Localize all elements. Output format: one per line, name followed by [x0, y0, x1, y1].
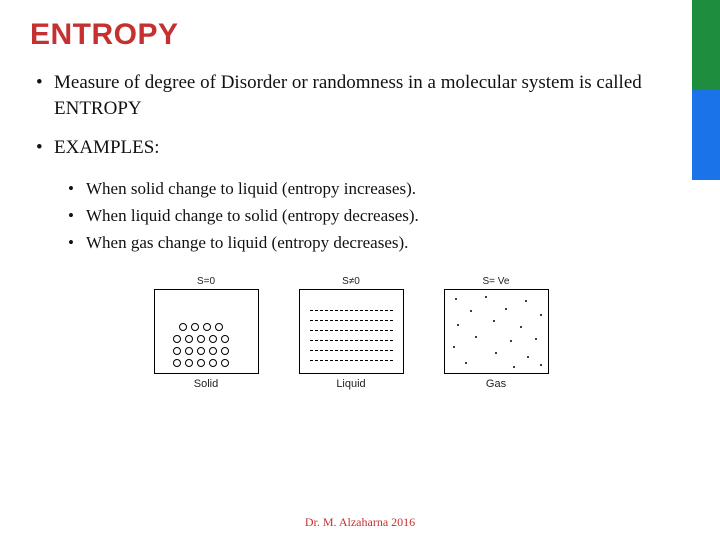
bullet-example: When solid change to liquid (entropy inc…: [30, 175, 672, 202]
diagram-box-solid: [154, 289, 259, 374]
page-title: ENTROPY: [30, 18, 672, 52]
bullet-example: When gas change to liquid (entropy decre…: [30, 229, 672, 256]
bullet-example: When liquid change to solid (entropy dec…: [30, 202, 672, 229]
accent-sidebar: [692, 0, 720, 180]
accent-top: [692, 0, 720, 90]
accent-bottom: [692, 90, 720, 180]
diagram-top-label: S=0: [197, 276, 215, 287]
bullet-examples-label: EXAMPLES:: [30, 135, 672, 161]
diagram-solid: S=0 Solid: [154, 276, 259, 390]
bullet-definition: Measure of degree of Disorder or randomn…: [30, 70, 672, 121]
diagram-box-liquid: [299, 289, 404, 374]
diagram-top-label: S= Ve: [483, 276, 510, 287]
diagram-liquid: S≠0 Liquid: [299, 276, 404, 390]
diagram-gas: S= Ve Gas: [444, 276, 549, 390]
diagram-caption: Liquid: [336, 378, 365, 390]
diagram-top-label: S≠0: [342, 276, 360, 287]
diagram-box-gas: [444, 289, 549, 374]
entropy-diagrams: S=0 Solid: [30, 276, 672, 390]
slide-content: ENTROPY Measure of degree of Disorder or…: [0, 0, 720, 390]
diagram-caption: Gas: [486, 378, 506, 390]
diagram-caption: Solid: [194, 378, 218, 390]
bullet-list: Measure of degree of Disorder or randomn…: [30, 70, 672, 256]
footer-credit: Dr. M. Alzaharna 2016: [0, 515, 720, 530]
